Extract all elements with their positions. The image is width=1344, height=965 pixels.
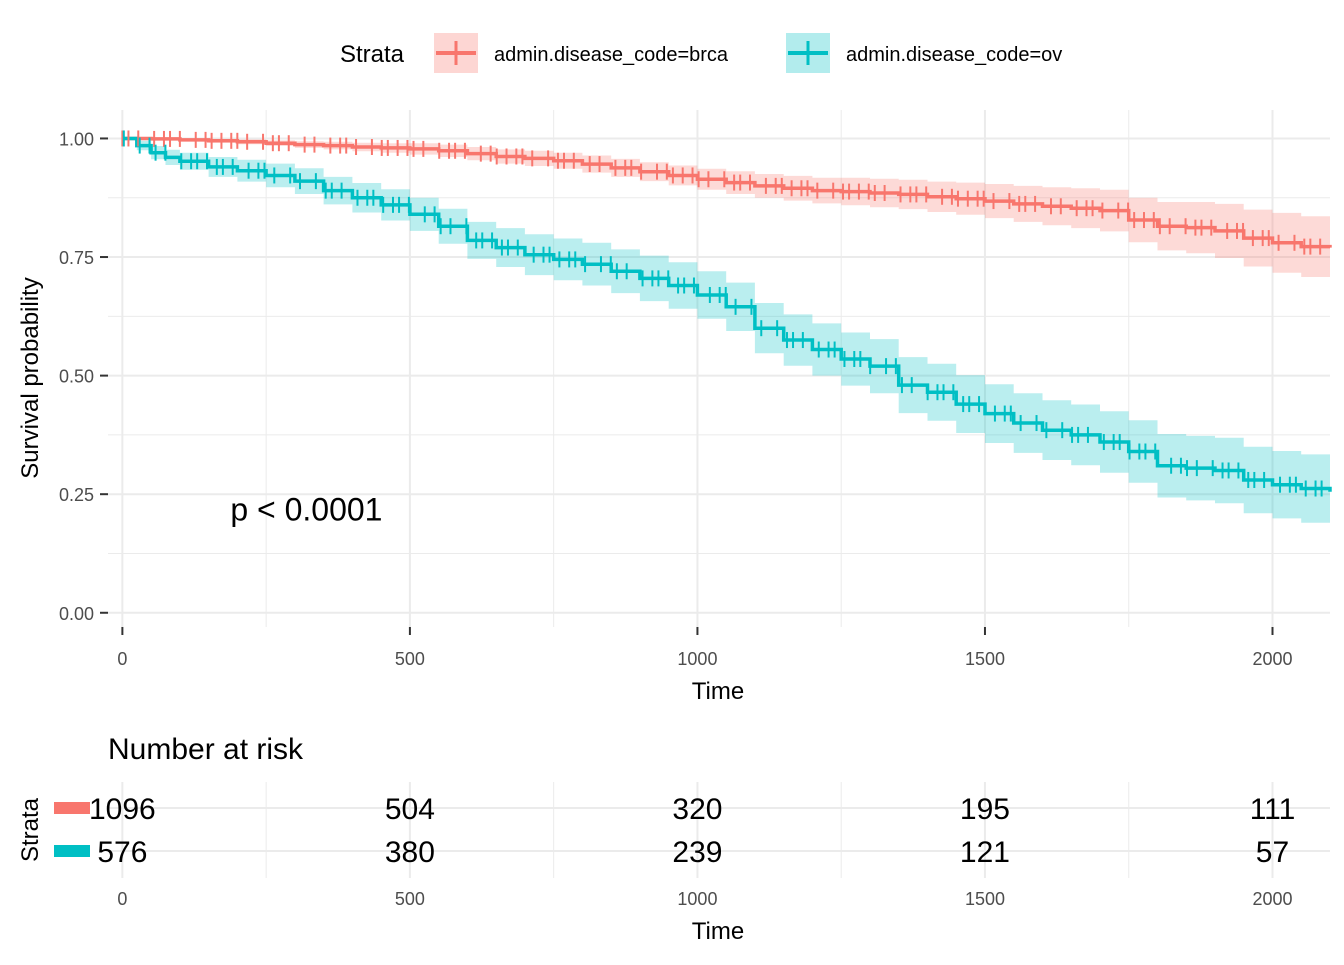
risk-x-tick-label: 2000 — [1252, 889, 1292, 909]
risk-count: 195 — [960, 793, 1010, 826]
risk-strata-key-ov — [54, 845, 90, 857]
legend: Strata admin.disease_code=brca admin.dise… — [340, 33, 1062, 73]
survival-curve-brca — [122, 136, 1332, 249]
risk-table-values: 1096 504 320 195 111 576 380 239 121 57 — [89, 793, 1295, 869]
plot-axes: 0.00 0.25 0.50 0.75 1.00 0 500 1000 1500 2000 — [59, 129, 1293, 669]
risk-count: 1096 — [89, 793, 156, 826]
risk-x-tick-label: 500 — [395, 889, 425, 909]
x-tick-label: 1500 — [965, 649, 1005, 669]
survival-plot: 0.00 0.25 0.50 0.75 1.00 0 500 1000 1500 2000 p <… — [17, 110, 1332, 705]
x-tick-label: 2000 — [1252, 649, 1292, 669]
risk-x-tick-label: 1000 — [677, 889, 717, 909]
x-axis-title: Time — [692, 678, 744, 705]
risk-count: 380 — [385, 836, 435, 869]
x-tick-label: 0 — [117, 649, 127, 669]
y-tick-label: 0.75 — [59, 248, 94, 268]
y-tick-label: 0.00 — [59, 604, 94, 624]
risk-count: 239 — [672, 836, 722, 869]
y-tick-label: 1.00 — [59, 129, 94, 149]
risk-count: 576 — [97, 836, 147, 869]
risk-count: 320 — [672, 793, 722, 826]
y-tick-label: 0.50 — [59, 367, 94, 387]
risk-x-tick-label: 0 — [117, 889, 127, 909]
legend-item: admin.disease_code=brca — [434, 33, 729, 73]
confidence-bands — [122, 138, 1330, 527]
risk-y-axis-title: Strata — [17, 797, 44, 862]
risk-count: 504 — [385, 793, 435, 826]
censor-marks — [121, 130, 1323, 497]
p-value-annotation: p < 0.0001 — [230, 491, 382, 527]
legend-label: admin.disease_code=ov — [846, 44, 1062, 66]
risk-table: Number at risk 1096 504 320 195 111 576 380 239… — [17, 733, 1330, 945]
legend-item: admin.disease_code=ov — [786, 33, 1062, 73]
risk-table-title: Number at risk — [108, 733, 304, 766]
risk-count: 121 — [960, 836, 1010, 869]
risk-count: 57 — [1256, 836, 1289, 869]
y-axis-title: Survival probability — [17, 277, 44, 478]
risk-table-axis: 0 500 1000 1500 2000 — [117, 889, 1292, 909]
risk-count: 111 — [1250, 793, 1296, 826]
risk-table-strata-keys — [54, 802, 90, 857]
plot-grid — [108, 110, 1330, 627]
legend-label: admin.disease_code=brca — [494, 44, 729, 66]
risk-table-grid — [108, 782, 1330, 878]
confidence-band-ov — [122, 138, 1330, 527]
risk-x-axis-title: Time — [692, 918, 744, 945]
x-tick-label: 1000 — [677, 649, 717, 669]
risk-x-tick-label: 1500 — [965, 889, 1005, 909]
legend-title: Strata — [340, 41, 405, 68]
x-tick-label: 500 — [395, 649, 425, 669]
y-tick-label: 0.25 — [59, 485, 94, 505]
risk-strata-key-brca — [54, 802, 90, 814]
